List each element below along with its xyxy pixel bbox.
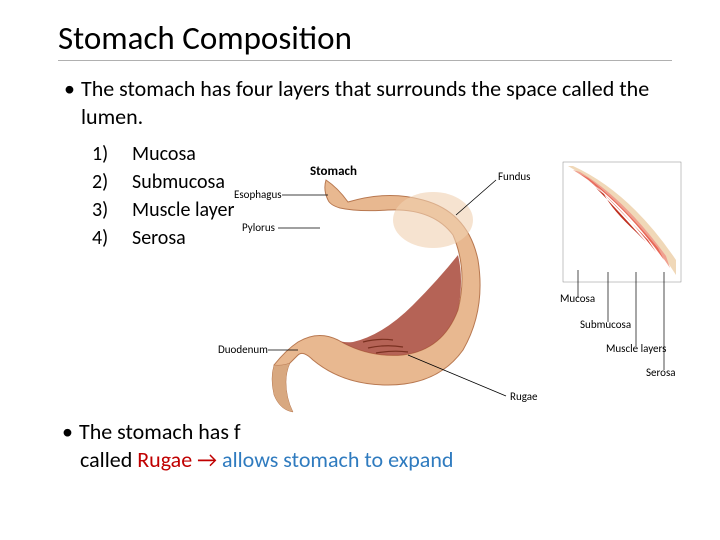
intro-bullet: • The stomach has four layers that surro… xyxy=(58,75,672,130)
stomach-diagram: Stomach xyxy=(268,160,688,430)
label-muscle: Muscle layers xyxy=(606,342,666,355)
list-label: Muscle layer xyxy=(132,196,234,224)
duodenum-shape xyxy=(272,363,293,412)
bullet2-called: called xyxy=(80,446,137,473)
arrow-icon: → xyxy=(192,446,222,473)
label-fundus: Fundus xyxy=(498,170,530,183)
label-serosa: Serosa xyxy=(646,366,676,379)
list-label: Mucosa xyxy=(132,140,196,168)
list-num: 3) xyxy=(92,196,116,224)
list-label: Serosa xyxy=(132,224,186,252)
label-pylorus: Pylorus xyxy=(242,221,275,234)
label-submucosa: Submucosa xyxy=(580,318,631,331)
list-num: 2) xyxy=(92,168,116,196)
label-rugae: Rugae xyxy=(510,390,537,403)
intro-text: The stomach has four layers that surroun… xyxy=(81,75,672,130)
bullet2-line1: The stomach has f xyxy=(79,418,241,446)
bullet-dot: • xyxy=(62,418,73,446)
label-esophagus: Esophagus xyxy=(234,188,282,201)
slide-title: Stomach Composition xyxy=(58,18,672,61)
tissue-crosssection xyxy=(563,162,681,282)
label-mucosa: Mucosa xyxy=(560,292,595,305)
fundus-highlight xyxy=(393,192,473,248)
second-bullet: • The stomach has f called Rugae → allow… xyxy=(62,418,453,473)
allows-text: allows stomach to expand xyxy=(222,446,453,473)
bullet-dot: • xyxy=(64,75,75,103)
list-num: 4) xyxy=(92,224,116,252)
list-num: 1) xyxy=(92,140,116,168)
rugae-text: Rugae xyxy=(137,446,192,473)
label-duodenum: Duodenum xyxy=(218,343,268,356)
list-label: Submucosa xyxy=(132,168,225,196)
